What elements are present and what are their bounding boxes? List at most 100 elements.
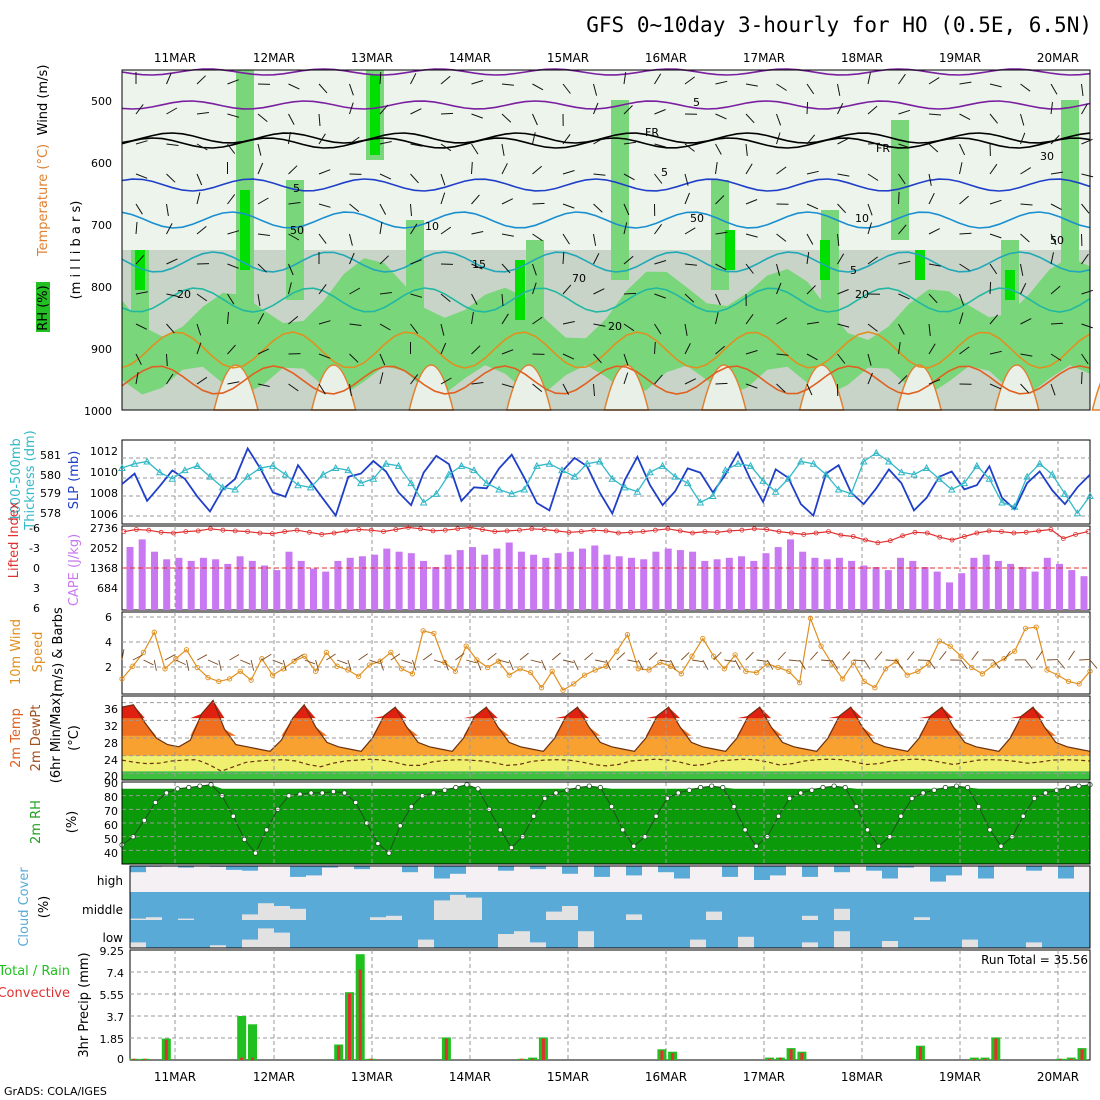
lifted-index-marker <box>776 529 782 534</box>
lifted-index-marker <box>1073 532 1078 537</box>
cloud-bar-middle <box>194 892 211 920</box>
wind-barb <box>1020 263 1024 276</box>
footer-credit: GrADS: COLA/IGES <box>4 1085 107 1098</box>
wind-barb <box>745 263 754 274</box>
wind-barb <box>745 143 748 156</box>
temp-area-warm <box>122 700 1090 736</box>
thickness-marker <box>646 468 654 476</box>
temp2m-frame <box>121 695 1091 781</box>
cloud-bar-middle <box>946 892 963 920</box>
wind-speed-marker <box>1012 648 1018 654</box>
lifted-index-marker <box>146 527 152 533</box>
lifted-index-marker <box>690 530 695 536</box>
wind-barb <box>257 113 268 122</box>
surface-bump <box>896 364 943 411</box>
wind-barb <box>410 223 418 235</box>
surface-wind-barb <box>197 654 208 661</box>
lifted-index-marker <box>467 525 473 530</box>
lifted-index-marker <box>665 526 671 532</box>
temp2m-series <box>121 699 1091 780</box>
thickness-tick: 578 <box>40 507 61 520</box>
wind-barb <box>440 143 452 152</box>
lifted-index-label: Lifted Index <box>7 501 22 578</box>
precip-convective-label: Convective <box>0 986 70 1001</box>
lifted-index-marker <box>986 528 992 534</box>
thickness-marker <box>570 472 579 480</box>
rh-marker <box>308 790 314 796</box>
cloud-bar-low <box>978 920 995 948</box>
precip-grid <box>130 950 1090 1060</box>
cape-bar <box>187 560 195 610</box>
wind-barb <box>532 83 544 91</box>
surface-wind-barb <box>487 652 497 661</box>
contour-label: 50 <box>1050 234 1064 247</box>
rh-label: RH (%) <box>36 285 51 330</box>
thickness-label: Thickness (dm) <box>23 430 38 530</box>
wind-barb <box>898 173 906 185</box>
thickness-marker <box>985 474 994 482</box>
wind-barb <box>684 192 690 205</box>
thickness-marker <box>797 457 805 465</box>
rh-marker <box>375 840 381 847</box>
wind-barb <box>1050 171 1063 175</box>
rh-marker <box>341 790 348 796</box>
surface-wind-barb <box>971 650 979 661</box>
surface-wind-barb <box>627 659 639 663</box>
temp-tick: 20 <box>104 770 118 783</box>
temp2m-panel: 36 32 28 24 20 2m Temp 2m DewPt (6hr Min… <box>9 693 1091 783</box>
cloud-bar-high <box>450 866 466 874</box>
lifted-index-marker <box>158 529 164 535</box>
cape-bar <box>383 548 391 610</box>
wind-barb <box>440 342 447 355</box>
wind-speed-marker <box>140 649 147 656</box>
lifted-index-marker <box>319 532 325 537</box>
thickness-marker <box>495 485 503 493</box>
slp-series <box>118 446 1094 518</box>
wind-barb <box>349 353 359 363</box>
wind-barb <box>135 291 148 295</box>
thickness-marker <box>973 461 981 469</box>
wind-barb <box>776 166 787 175</box>
wind-barb <box>1081 353 1089 365</box>
wind-speed-marker <box>700 635 706 642</box>
cloud-gap <box>242 914 258 920</box>
wind-barb <box>166 203 169 216</box>
surface-wind-barb <box>680 652 690 661</box>
wind-barb <box>928 293 938 304</box>
rh-marker <box>798 790 804 796</box>
rh-marker <box>386 850 392 856</box>
cloud-bar-low <box>306 920 323 948</box>
wind-speed-marker <box>667 663 674 669</box>
wind-speed-marker <box>130 663 136 669</box>
cape-bar <box>261 565 268 610</box>
wind-barb <box>745 350 758 355</box>
wind-barb <box>715 162 718 175</box>
cloud-bar-low <box>434 920 451 948</box>
wind10m-panel: 6 4 2 10m Wind Speed (m/s) & Barbs <box>9 607 1098 697</box>
cape-tick: 1368 <box>90 562 118 575</box>
lifted-index-marker <box>517 527 522 533</box>
date-label-bottom: 16MAR <box>645 1070 687 1084</box>
lifted-index-marker <box>1036 528 1041 534</box>
cloud-bar-middle <box>994 892 1011 920</box>
wind-barb <box>135 221 138 235</box>
surface-wind-barb <box>595 659 607 663</box>
wind-barb <box>318 203 331 208</box>
wind-barb <box>928 263 941 267</box>
cape-bar <box>1043 557 1051 610</box>
wind10m-barbs-label: (m/s) & Barbs <box>51 607 66 697</box>
cape-bar <box>175 557 183 610</box>
precip-total-bar <box>248 1024 257 1060</box>
wind-barb <box>471 312 474 325</box>
wind-barb <box>684 378 697 385</box>
cape-bar <box>432 567 440 610</box>
wind10m-label: 10m Wind <box>9 619 24 685</box>
surface-wind-barb <box>573 659 579 671</box>
wind-barb <box>410 323 419 334</box>
wind-barb <box>593 102 599 115</box>
cloud-bar-high <box>306 866 322 876</box>
surface-wind-barb <box>724 659 736 662</box>
wind-speed-marker <box>721 666 727 672</box>
cape-bar <box>346 557 354 610</box>
temperature-contour <box>121 178 1091 192</box>
